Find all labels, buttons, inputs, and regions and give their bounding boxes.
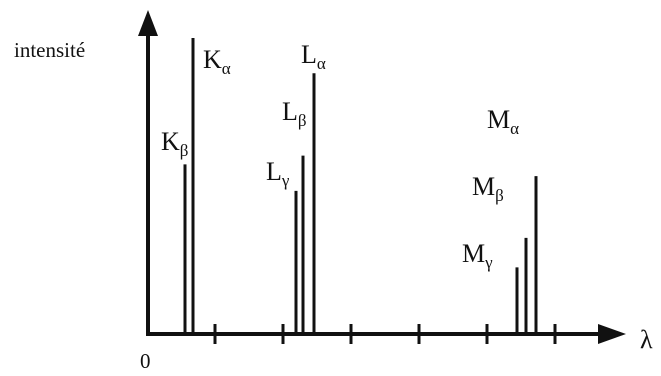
line-label-m-gamma: Mγ (462, 239, 493, 272)
line-label-l-gamma: Lγ (266, 157, 290, 190)
origin-label: 0 (140, 349, 151, 373)
x-axis-arrowhead (598, 324, 626, 344)
line-label-l-alpha: Lα (301, 40, 326, 73)
line-label-m-alpha: Mα (487, 105, 519, 138)
line-label-k-beta: Kβ (161, 127, 188, 160)
spectral-lines (183, 38, 538, 332)
x-axis-label: λ (640, 325, 653, 354)
line-label-l-beta: Lβ (282, 97, 307, 130)
x-axis-ticks (213, 324, 557, 344)
line-label-m-beta: Mβ (472, 172, 504, 205)
y-axis-arrowhead (138, 10, 158, 36)
line-label-k-alpha: Kα (203, 45, 231, 78)
y-axis-label: intensité (14, 38, 85, 62)
